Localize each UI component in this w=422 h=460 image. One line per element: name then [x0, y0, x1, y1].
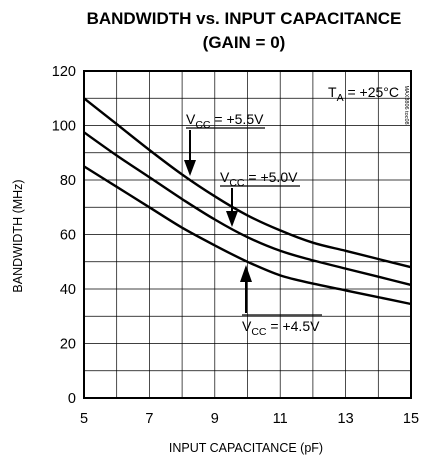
- y-tick-label: 40: [60, 282, 76, 298]
- series-annotations: VCC = +5.5V VCC = +5.0V VCC = +4.5V: [184, 111, 322, 338]
- arrow-head-5v0: [226, 211, 238, 227]
- series-line-5v0: [83, 131, 412, 287]
- series-label-5v5-rest: = +5.5V: [211, 111, 265, 127]
- series-layer: [83, 97, 412, 306]
- series-line-4v5: [83, 165, 412, 306]
- x-tick-label: 5: [80, 411, 88, 427]
- chart-title-line2: (GAIN = 0): [203, 33, 286, 52]
- condition-main: T: [328, 84, 337, 100]
- y-tick-label: 60: [60, 228, 76, 244]
- x-tick-label: 11: [273, 411, 288, 427]
- plot-frame: [83, 70, 412, 399]
- y-tick-label: 0: [68, 391, 76, 407]
- tick-labels: 5 7 9 11 13 15 0 20 40 60 80 100 120: [52, 64, 419, 427]
- x-tick-label: 9: [211, 411, 219, 427]
- arrow-head-5v5: [184, 160, 196, 176]
- series-label-4v5-sub: CC: [251, 326, 267, 338]
- y-tick-label: 80: [60, 173, 76, 189]
- y-tick-label: 120: [52, 64, 76, 80]
- x-tick-label: 13: [338, 411, 354, 427]
- series-line-5v5: [83, 97, 412, 269]
- x-tick-label: 7: [145, 411, 153, 427]
- y-axis-label: BANDWIDTH (MHz): [11, 179, 25, 292]
- series-label-5v5-main: V: [186, 111, 196, 127]
- chart-code: MAX3806 toc08: [403, 85, 409, 124]
- chart-title-line1: BANDWIDTH vs. INPUT CAPACITANCE: [87, 9, 402, 28]
- series-label-4v5-rest: = +4.5V: [267, 318, 321, 334]
- series-label-4v5-main: V: [242, 318, 252, 334]
- x-axis-label: INPUT CAPACITANCE (pF): [169, 441, 323, 455]
- series-label-4v5: VCC = +4.5V: [242, 318, 320, 338]
- x-tick-label: 15: [403, 411, 419, 427]
- y-tick-label: 20: [60, 337, 76, 353]
- arrow-head-4v5: [240, 265, 252, 282]
- condition-sub: A: [337, 92, 344, 104]
- condition-label: TA = +25°C: [328, 84, 399, 104]
- series-label-5v0-sub: CC: [229, 177, 245, 189]
- series-label-5v0-main: V: [220, 169, 230, 185]
- condition-rest: = +25°C: [344, 84, 399, 100]
- y-tick-label: 100: [52, 119, 76, 135]
- series-label-5v0-rest: = +5.0V: [245, 169, 299, 185]
